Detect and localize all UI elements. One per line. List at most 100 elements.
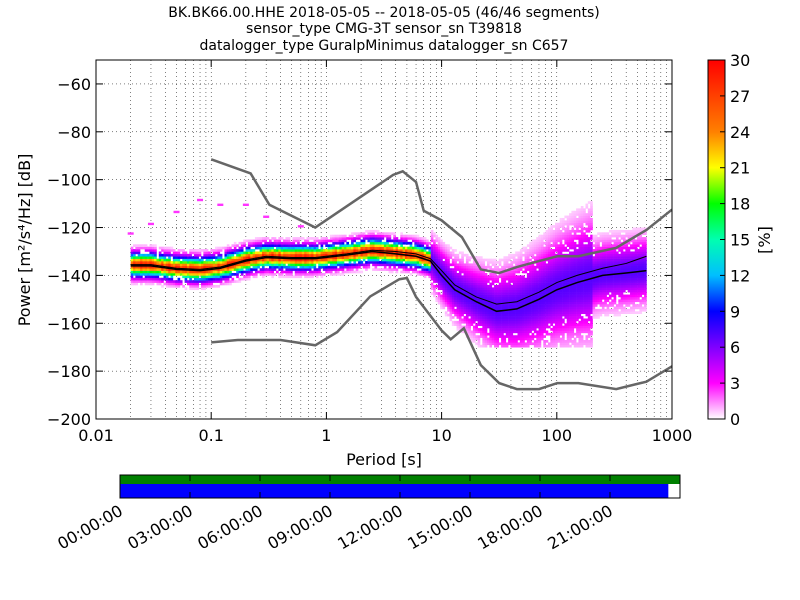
psd-cell bbox=[477, 340, 481, 343]
psd-cell bbox=[240, 270, 244, 274]
psd-cell bbox=[590, 292, 593, 295]
psd-cell bbox=[562, 294, 565, 298]
psd-cell bbox=[278, 246, 282, 250]
psd-cell bbox=[294, 273, 298, 276]
psd-cell bbox=[487, 299, 490, 303]
psd-cell bbox=[599, 304, 603, 307]
psd-cell bbox=[564, 325, 568, 329]
psd-cell bbox=[142, 273, 146, 276]
psd-cell bbox=[580, 330, 584, 334]
psd-cell bbox=[465, 320, 469, 324]
psd-cell bbox=[576, 222, 579, 226]
psd-cell bbox=[329, 234, 333, 238]
psd-cell bbox=[522, 280, 525, 283]
psd-cell bbox=[508, 265, 511, 269]
psd-cell bbox=[564, 311, 568, 314]
psd-cell bbox=[555, 237, 558, 240]
psd-cell bbox=[533, 265, 537, 269]
psd-cell bbox=[573, 275, 577, 279]
psd-cell bbox=[426, 263, 429, 267]
psd-cell bbox=[517, 258, 521, 262]
psd-cell bbox=[519, 282, 523, 286]
psd-cell bbox=[559, 263, 563, 267]
psd-cell bbox=[186, 261, 190, 264]
psd-cell bbox=[522, 246, 525, 250]
psd-cell bbox=[524, 328, 528, 331]
psd-cell bbox=[414, 237, 417, 240]
psd-cell bbox=[254, 261, 258, 264]
psd-cell bbox=[179, 282, 183, 286]
psd-cell bbox=[254, 244, 258, 247]
psd-cell bbox=[487, 342, 490, 346]
psd-cell bbox=[482, 335, 485, 338]
psd-cell bbox=[540, 246, 544, 250]
psd-cell bbox=[245, 261, 249, 264]
psd-cell bbox=[292, 241, 296, 245]
psd-cell bbox=[587, 294, 591, 298]
psd-cell bbox=[470, 275, 474, 279]
psd-cell bbox=[592, 287, 596, 291]
psd-cell bbox=[329, 265, 333, 269]
psd-cell bbox=[402, 246, 406, 250]
psd-cell bbox=[210, 258, 214, 262]
psd-cell bbox=[151, 280, 155, 283]
psd-cell bbox=[503, 337, 507, 341]
psd-cell bbox=[477, 316, 481, 319]
psd-cell bbox=[416, 249, 420, 252]
psd-cell bbox=[318, 251, 321, 255]
psd-cell bbox=[571, 308, 575, 312]
psd-cell bbox=[498, 320, 502, 324]
psd-cell bbox=[517, 328, 521, 331]
psd-cell bbox=[533, 311, 537, 314]
psd-cell bbox=[344, 265, 347, 269]
psd-cell bbox=[341, 239, 345, 243]
psd-cell bbox=[369, 234, 373, 238]
psd-cell bbox=[571, 316, 575, 319]
psd-cell bbox=[423, 239, 427, 243]
psd-cell bbox=[601, 256, 605, 259]
psd-cell bbox=[433, 292, 436, 295]
psd-cell bbox=[470, 316, 474, 319]
psd-cell bbox=[198, 253, 202, 257]
psd-cell bbox=[566, 249, 570, 252]
psd-cell bbox=[402, 256, 406, 259]
psd-cell bbox=[573, 342, 577, 346]
psd-cell bbox=[318, 258, 321, 262]
psd-cell bbox=[569, 335, 572, 338]
psd-cell bbox=[555, 225, 558, 228]
psd-cell bbox=[592, 273, 596, 276]
psd-cell bbox=[576, 277, 579, 281]
psd-cell bbox=[557, 229, 561, 233]
psd-cell bbox=[571, 229, 575, 233]
psd-cell bbox=[515, 323, 518, 326]
psd-cell bbox=[531, 323, 535, 326]
psd-cell bbox=[161, 277, 164, 281]
psd-cell bbox=[538, 313, 542, 317]
psd-cell bbox=[533, 256, 537, 259]
psd-cell bbox=[172, 251, 176, 255]
psd-cell bbox=[147, 261, 150, 264]
psd-cell bbox=[522, 332, 525, 336]
psd-cell bbox=[487, 311, 490, 314]
psd-cell bbox=[440, 282, 443, 286]
psd-cell bbox=[599, 294, 603, 298]
psd-cell bbox=[196, 277, 199, 281]
psd-cell bbox=[557, 325, 561, 329]
psd-cell bbox=[550, 316, 553, 319]
psd-cell bbox=[611, 268, 614, 271]
psd-cell bbox=[203, 251, 206, 255]
psd-cell bbox=[592, 263, 596, 267]
psd-cell bbox=[276, 249, 279, 252]
psd-cell bbox=[559, 332, 563, 336]
psd-cell bbox=[376, 263, 380, 267]
psd-cell bbox=[529, 330, 532, 334]
psd-cell bbox=[437, 296, 441, 300]
psd-cell bbox=[578, 270, 582, 274]
psd-cell bbox=[264, 268, 267, 271]
psd-cell bbox=[590, 320, 593, 324]
psd-cell bbox=[529, 241, 532, 245]
psd-cell bbox=[590, 301, 593, 305]
psd-cell bbox=[351, 244, 354, 247]
psd-cell bbox=[533, 316, 537, 319]
psd-cell bbox=[280, 261, 284, 264]
